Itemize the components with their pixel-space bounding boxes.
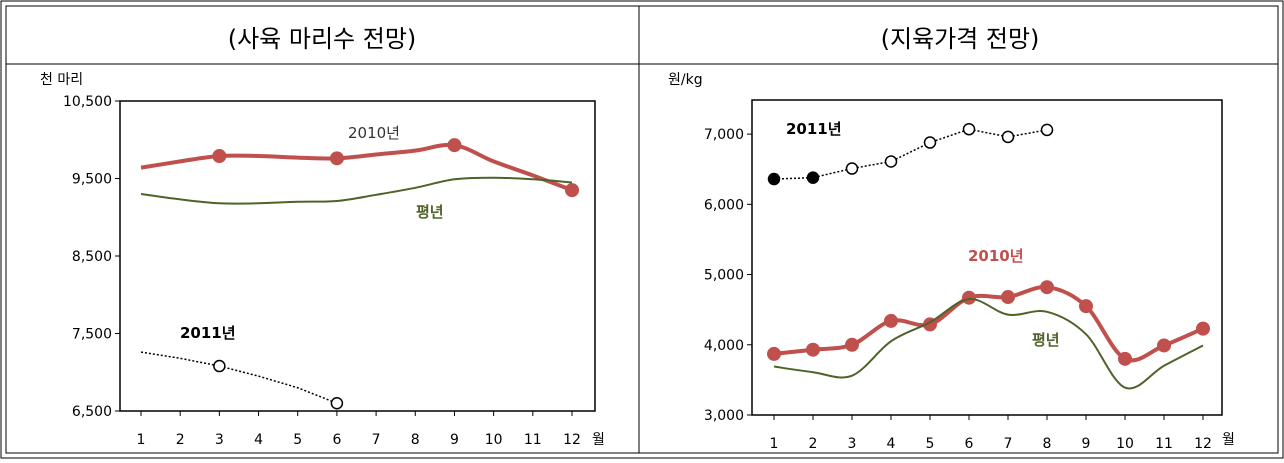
x-tick-label: 4 (887, 436, 896, 452)
data-point-2011 (806, 171, 820, 184)
x-tick-label: 11 (524, 432, 542, 448)
series-line-normal (140, 176, 573, 205)
plot-area (751, 99, 1223, 416)
series-label-2010: 2010년 (968, 247, 1024, 265)
inner-border (5, 5, 1279, 454)
panel-title-2: (지육가격 전망) (881, 25, 1040, 53)
data-point-2011 (962, 122, 976, 136)
y-tick-label: 3,000 (704, 408, 744, 424)
plot-area (119, 100, 596, 412)
x-tick-label: 2 (809, 436, 818, 452)
y-axis-label: 원/kg (668, 72, 703, 88)
data-point-2010 (1001, 290, 1015, 305)
data-point-2011 (923, 136, 937, 149)
y-tick-label: 7,500 (72, 327, 112, 343)
data-point-2010 (884, 313, 898, 328)
x-tick-label: 10 (1116, 436, 1134, 452)
data-point-2011 (1001, 130, 1015, 144)
data-point-2010 (1196, 321, 1210, 336)
y-tick-label: 6,500 (72, 404, 112, 420)
x-tick-label: 2 (176, 432, 185, 448)
y-tick-label: 5,000 (704, 268, 744, 284)
series-line-2011 (140, 351, 338, 404)
x-tick-label: 3 (215, 432, 224, 448)
data-point-2011 (845, 162, 859, 175)
y-tick-label: 7,000 (704, 127, 744, 143)
x-tick-label: 4 (254, 432, 263, 448)
series-line-normal (773, 298, 1204, 390)
x-tick-label: 11 (1155, 436, 1173, 452)
data-point-2011 (330, 397, 344, 410)
x-tick-label: 6 (332, 432, 341, 448)
data-point-2010 (1040, 280, 1054, 295)
data-point-2010 (565, 183, 579, 198)
x-tick-label: 1 (770, 436, 779, 452)
x-tick-label: 3 (848, 436, 857, 452)
data-point-2011 (884, 155, 898, 168)
x-axis-unit: 월 (1222, 432, 1235, 448)
series-label-normal: 평년 (416, 203, 444, 221)
x-tick-label: 7 (1004, 436, 1013, 452)
x-tick-label: 8 (1043, 436, 1052, 452)
data-point-2010 (1157, 338, 1171, 353)
series-label-2011: 2011년 (786, 120, 842, 138)
series-label-normal: 평년 (1032, 331, 1060, 349)
data-point-2010 (767, 346, 781, 361)
data-point-2010 (845, 337, 859, 352)
x-tick-label: 8 (411, 432, 420, 448)
y-tick-label: 4,000 (704, 338, 744, 354)
data-point-2010 (806, 342, 820, 357)
data-point-2010 (1079, 299, 1093, 314)
series-line-2010 (773, 285, 1204, 363)
x-tick-label: 7 (372, 432, 381, 448)
series-line-2011 (773, 128, 1048, 180)
data-point-2010 (447, 138, 462, 153)
series-line-2010 (140, 142, 573, 192)
series-label-2011: 2011년 (180, 324, 236, 342)
x-tick-label: 9 (1082, 436, 1091, 452)
data-point-2011 (213, 359, 226, 373)
x-tick-label: 9 (450, 432, 459, 448)
data-point-2011 (1040, 123, 1054, 137)
x-tick-label: 12 (563, 432, 581, 448)
y-tick-label: 8,500 (72, 249, 112, 265)
panel-title-1: (사육 마리수 전망) (228, 25, 417, 53)
y-tick-label: 6,000 (704, 197, 744, 213)
x-tick-label: 12 (1194, 436, 1212, 452)
x-tick-label: 1 (137, 432, 146, 448)
x-axis-unit: 월 (592, 432, 605, 448)
x-tick-label: 5 (926, 436, 935, 452)
data-point-2010 (962, 290, 976, 305)
series-label-2010: 2010년 (348, 124, 400, 142)
y-axis-label: 천 마리 (40, 72, 83, 88)
x-tick-label: 10 (485, 432, 503, 448)
y-tick-label: 10,500 (63, 94, 112, 110)
data-point-2010 (329, 151, 344, 166)
y-tick-label: 9,500 (72, 172, 112, 188)
data-point-2010 (212, 149, 227, 164)
x-tick-label: 6 (965, 436, 974, 452)
data-point-2010 (1118, 351, 1132, 366)
x-tick-label: 5 (293, 432, 302, 448)
data-point-2011 (767, 172, 781, 186)
